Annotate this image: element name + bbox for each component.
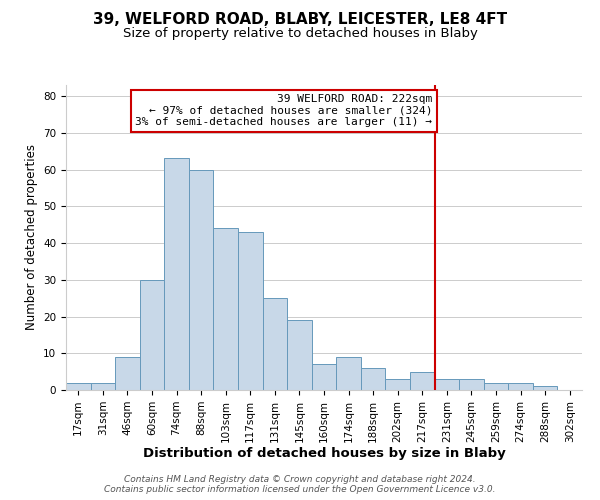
Bar — [336, 357, 361, 390]
X-axis label: Distribution of detached houses by size in Blaby: Distribution of detached houses by size … — [143, 448, 505, 460]
Bar — [91, 382, 115, 390]
Y-axis label: Number of detached properties: Number of detached properties — [25, 144, 38, 330]
Text: 39, WELFORD ROAD, BLABY, LEICESTER, LE8 4FT: 39, WELFORD ROAD, BLABY, LEICESTER, LE8 … — [93, 12, 507, 28]
Text: Contains HM Land Registry data © Crown copyright and database right 2024.
Contai: Contains HM Land Registry data © Crown c… — [104, 474, 496, 494]
Bar — [385, 379, 410, 390]
Bar — [238, 232, 263, 390]
Bar — [361, 368, 385, 390]
Bar — [287, 320, 312, 390]
Bar — [312, 364, 336, 390]
Bar — [189, 170, 214, 390]
Bar — [434, 379, 459, 390]
Bar — [66, 382, 91, 390]
Bar — [115, 357, 140, 390]
Text: 39 WELFORD ROAD: 222sqm
← 97% of detached houses are smaller (324)
3% of semi-de: 39 WELFORD ROAD: 222sqm ← 97% of detache… — [135, 94, 432, 128]
Bar — [164, 158, 189, 390]
Bar — [508, 382, 533, 390]
Bar — [410, 372, 434, 390]
Bar — [140, 280, 164, 390]
Bar — [533, 386, 557, 390]
Bar — [459, 379, 484, 390]
Bar — [484, 382, 508, 390]
Text: Size of property relative to detached houses in Blaby: Size of property relative to detached ho… — [122, 28, 478, 40]
Bar — [214, 228, 238, 390]
Bar — [263, 298, 287, 390]
